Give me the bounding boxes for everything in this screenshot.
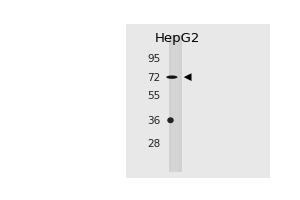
Ellipse shape — [166, 75, 178, 79]
Ellipse shape — [167, 117, 174, 123]
Bar — [126, 24, 270, 178]
Bar — [169, 35, 182, 172]
Text: 28: 28 — [148, 139, 161, 149]
Text: 36: 36 — [148, 116, 161, 126]
Text: 55: 55 — [148, 91, 161, 101]
Text: 95: 95 — [148, 54, 161, 64]
Text: HepG2: HepG2 — [154, 32, 200, 45]
Bar — [171, 35, 179, 172]
Text: 72: 72 — [148, 73, 161, 83]
